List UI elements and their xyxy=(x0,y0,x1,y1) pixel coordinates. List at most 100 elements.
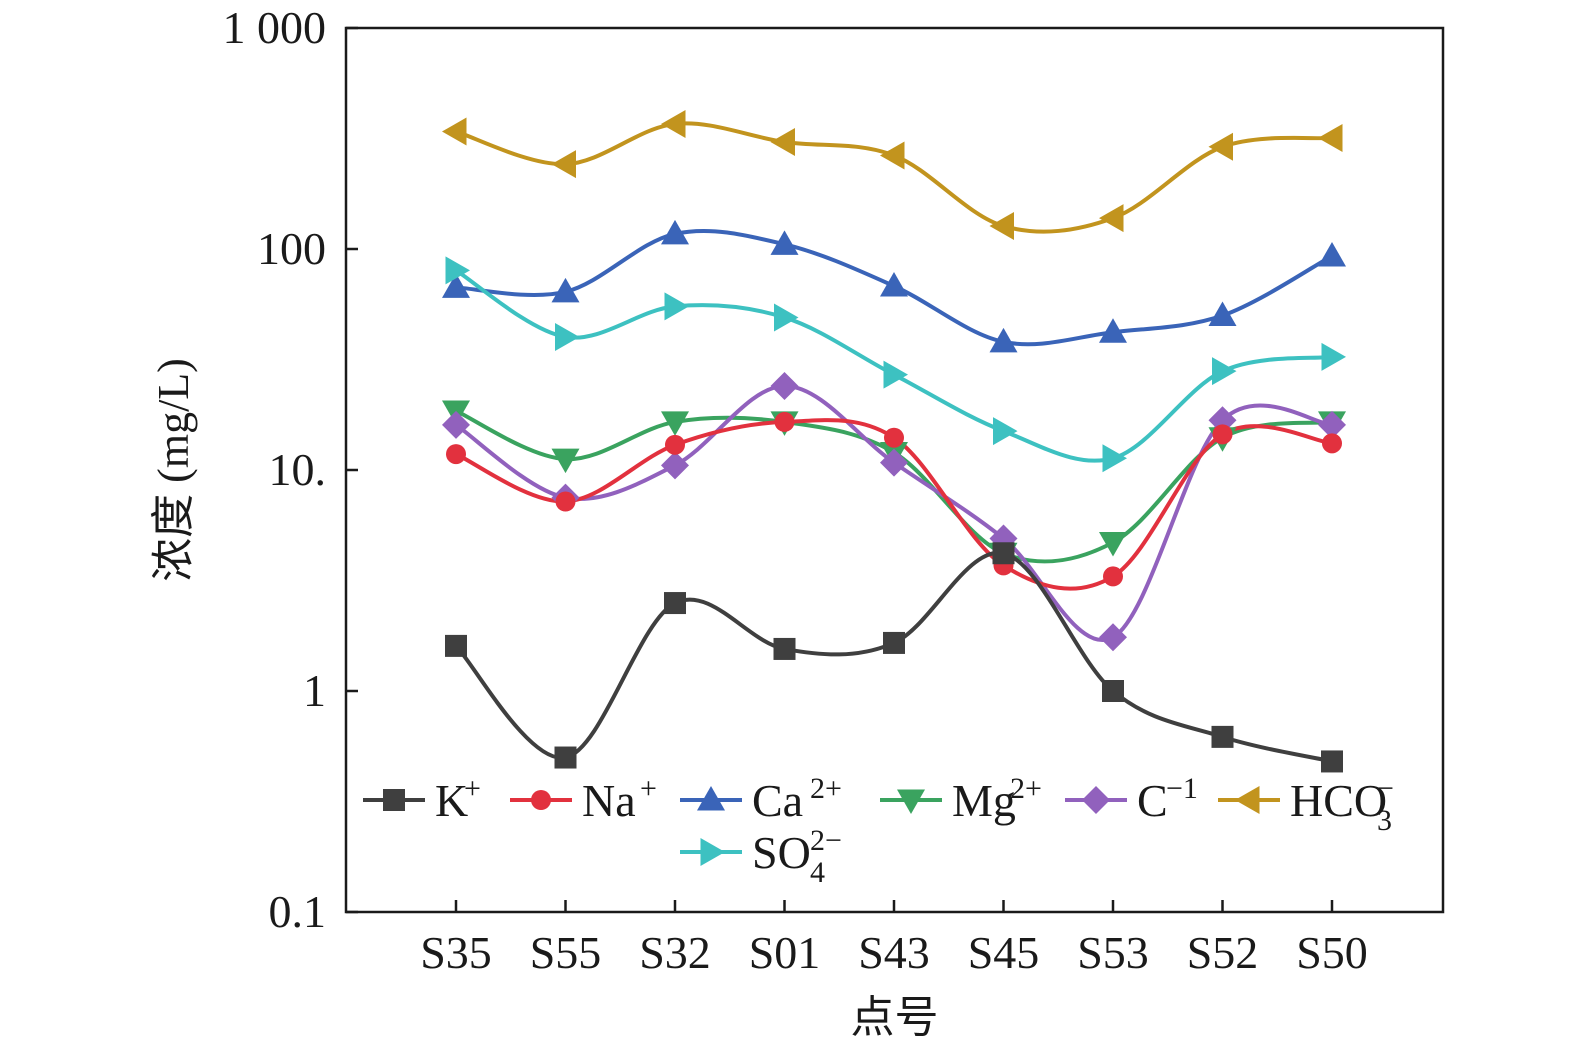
legend-label-subscript: 4 xyxy=(810,856,825,889)
x-axis: S35 S55 S32 S01 S43 S45 S53 S52 S50 xyxy=(420,900,1368,978)
data-point xyxy=(1099,318,1127,343)
data-point xyxy=(661,219,689,245)
legend-item: Mg2+ xyxy=(880,772,1042,826)
legend-item: HCO3− xyxy=(1218,772,1394,837)
data-point xyxy=(1102,680,1124,702)
data-point xyxy=(1318,123,1343,152)
x-tick-label: S32 xyxy=(639,927,711,978)
legend-item: K+ xyxy=(363,772,481,826)
data-point xyxy=(992,542,1015,565)
x-tick-label: S45 xyxy=(968,927,1040,978)
data-point xyxy=(555,322,580,351)
legend-swatch-marker xyxy=(1235,786,1260,814)
data-point xyxy=(1318,241,1346,267)
data-point xyxy=(884,427,904,448)
y-tick-label: 1 xyxy=(303,665,326,716)
data-point xyxy=(883,360,908,389)
data-point xyxy=(1322,433,1342,454)
y-axis-title: 浓度 (mg/L) xyxy=(149,358,198,582)
legend-label-superscript: −1 xyxy=(1166,772,1198,805)
legend-label-subscript: 3 xyxy=(1377,804,1392,837)
data-point xyxy=(773,637,796,660)
data-point xyxy=(883,631,905,654)
data-point xyxy=(1208,301,1237,327)
legend-swatch-marker xyxy=(697,786,725,811)
data-point xyxy=(774,303,799,332)
x-tick-label: S01 xyxy=(749,927,821,978)
data-point xyxy=(1208,132,1233,161)
legend-label-name: Mg xyxy=(952,775,1016,826)
data-point xyxy=(1321,342,1346,371)
legend-label-superscript: + xyxy=(464,772,481,805)
data-point xyxy=(661,451,689,480)
y-tick-label: 1 000 xyxy=(223,2,327,53)
legend-label-superscript: 2+ xyxy=(810,772,842,805)
data-point xyxy=(661,109,686,138)
data-point xyxy=(442,410,470,439)
data-point xyxy=(770,371,799,400)
data-point xyxy=(664,292,689,321)
series-line xyxy=(455,121,1333,234)
x-tick-label: S55 xyxy=(530,927,602,978)
legend-label: HCO3− xyxy=(1290,772,1394,837)
legend-item: C−1 xyxy=(1065,772,1198,826)
x-tick-label: S53 xyxy=(1077,927,1149,978)
series-markers xyxy=(442,109,1346,773)
data-point xyxy=(770,127,795,156)
legend-label-name: HCO xyxy=(1290,775,1387,826)
data-point xyxy=(664,592,686,615)
data-point xyxy=(551,448,580,474)
x-axis-title: 点号 xyxy=(851,993,939,1042)
data-point xyxy=(989,212,1014,241)
legend-item: SO42− xyxy=(680,824,842,889)
legend-swatch-marker xyxy=(700,838,725,866)
legend-label-name: C xyxy=(1137,775,1168,826)
legend-label-superscript: 2+ xyxy=(1010,772,1042,805)
data-point xyxy=(554,746,577,769)
legend-swatch-marker xyxy=(383,789,405,811)
data-point xyxy=(880,141,905,170)
legend-label-name: K xyxy=(435,775,468,826)
y-tick-label: 0.1 xyxy=(269,886,327,937)
data-point xyxy=(442,273,470,298)
x-tick-label: S35 xyxy=(420,927,492,978)
data-point xyxy=(1099,531,1127,557)
data-point xyxy=(551,277,580,303)
data-point xyxy=(1318,410,1346,439)
legend-label: SO42− xyxy=(752,824,842,889)
data-point xyxy=(445,256,470,285)
data-point xyxy=(551,150,576,179)
data-point xyxy=(1103,566,1123,587)
data-point xyxy=(661,411,689,436)
legend-item: Na + xyxy=(510,772,657,826)
legend-label: Mg2+ xyxy=(952,772,1042,826)
data-point xyxy=(880,448,908,477)
y-tick-label: 10. xyxy=(269,444,327,495)
series-line xyxy=(455,418,1333,591)
legend-item: Ca 2+ xyxy=(680,772,842,826)
data-point xyxy=(1102,444,1127,473)
legend-swatch-marker xyxy=(531,790,551,810)
legend-label: Ca 2+ xyxy=(752,772,842,826)
data-point xyxy=(1211,725,1234,748)
legend-label: Na + xyxy=(582,772,657,826)
data-point xyxy=(1099,623,1127,652)
legend-label-name: Na xyxy=(582,775,636,826)
data-point xyxy=(1099,204,1124,233)
data-point xyxy=(774,411,795,432)
data-point xyxy=(1212,357,1237,386)
legend-label: C−1 xyxy=(1137,772,1198,826)
legend-label-name: Ca xyxy=(752,775,803,826)
legend-label-name: SO xyxy=(752,827,811,878)
data-point xyxy=(1321,750,1343,773)
data-point xyxy=(555,491,576,512)
series-line xyxy=(454,383,1333,642)
legend-label: K+ xyxy=(435,772,481,826)
legend-swatch-marker xyxy=(1082,786,1110,814)
y-tick-label: 100 xyxy=(257,223,326,274)
legend: K+ Na + Ca 2+ Mg2+ C−1 HCO3−SO42− xyxy=(363,772,1394,889)
data-point xyxy=(880,272,908,297)
legend-label-superscript: + xyxy=(640,772,657,805)
legend-swatch-marker xyxy=(897,789,925,814)
